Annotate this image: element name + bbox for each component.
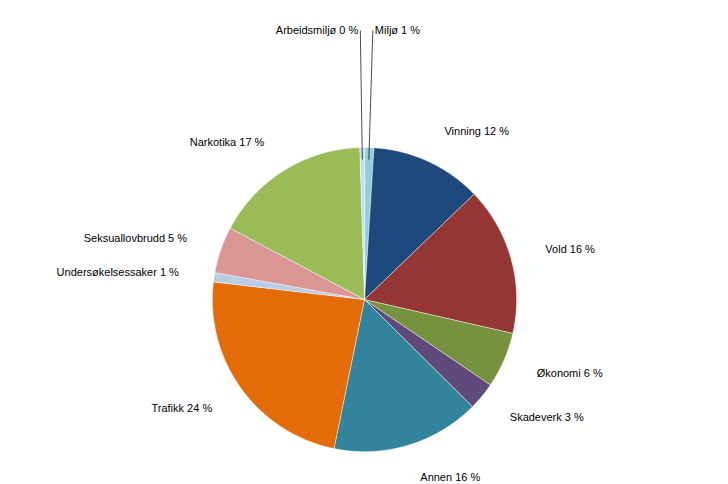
svg-text:Miljø 1 %: Miljø 1 % bbox=[375, 24, 420, 36]
svg-text:Trafikk 24 %: Trafikk 24 % bbox=[151, 402, 212, 414]
svg-text:Annen 16 %: Annen 16 % bbox=[420, 471, 480, 483]
svg-text:Narkotika 17 %: Narkotika 17 % bbox=[190, 136, 265, 148]
svg-text:Økonomi 6 %: Økonomi 6 % bbox=[537, 367, 603, 379]
svg-text:Seksuallovbrudd 5 %: Seksuallovbrudd 5 % bbox=[84, 232, 188, 244]
svg-text:Undersøkelsessaker 1 %: Undersøkelsessaker 1 % bbox=[57, 266, 179, 278]
svg-text:Vold 16 %: Vold 16 % bbox=[545, 243, 595, 255]
svg-text:Arbeidsmiljø 0 %: Arbeidsmiljø 0 % bbox=[276, 24, 359, 36]
svg-text:Vinning 12 %: Vinning 12 % bbox=[444, 125, 509, 137]
svg-text:Skadeverk 3 %: Skadeverk 3 % bbox=[510, 411, 584, 423]
